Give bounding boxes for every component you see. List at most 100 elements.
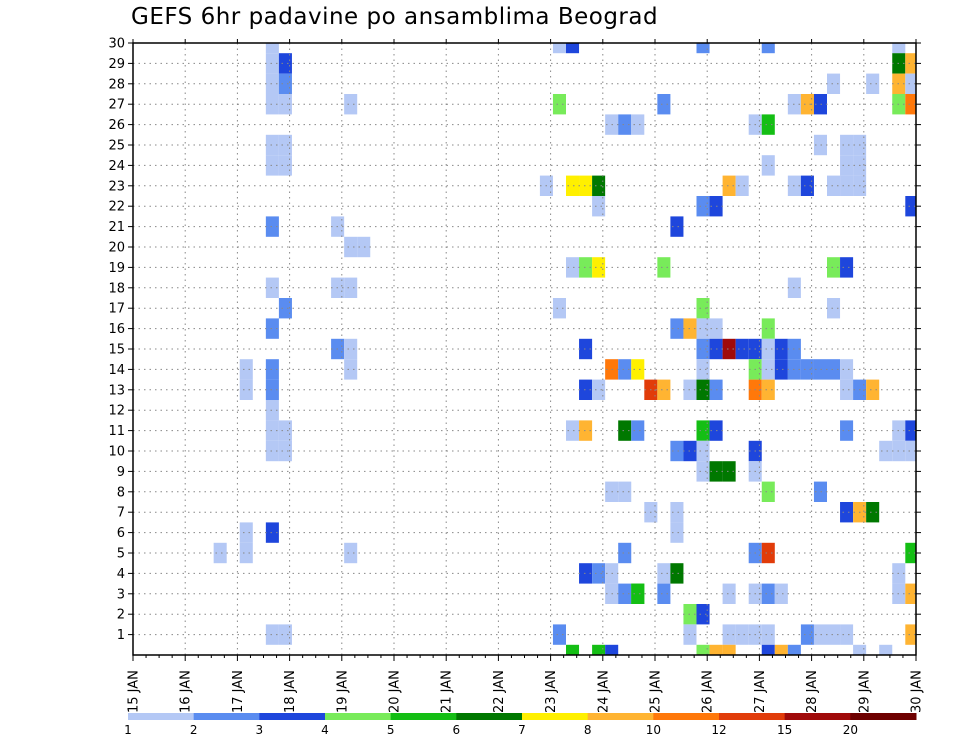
heatmap-cell (670, 318, 684, 339)
heatmap-cell (840, 134, 854, 156)
colorbar-swatch (193, 713, 260, 720)
heatmap-cell (826, 257, 841, 278)
heatmap-cell (813, 359, 827, 380)
y-tick-label: 8 (117, 485, 125, 500)
y-tick-label: 23 (108, 179, 125, 194)
heatmap-cell (265, 420, 279, 441)
y-tick-label: 13 (108, 383, 125, 398)
heatmap-cell (618, 359, 632, 380)
colorbar-swatch (653, 713, 720, 720)
heatmap-cell (905, 542, 916, 564)
colorbar-label: 15 (777, 723, 792, 737)
heatmap-cell (278, 420, 292, 441)
heatmap-cell (631, 114, 645, 135)
heatmap-cell (657, 94, 671, 115)
heatmap-cell (696, 461, 710, 482)
colorbar-swatch (456, 713, 523, 720)
y-tick-label: 19 (108, 261, 125, 276)
heatmap-cell (592, 196, 606, 217)
y-tick-label: 30 (108, 37, 125, 52)
heatmap-cell (761, 583, 775, 604)
heatmap-cell (761, 155, 775, 176)
x-tick-label: 19 JAN (335, 670, 350, 713)
heatmap-cell (265, 440, 279, 462)
heatmap-cell (278, 94, 292, 115)
y-tick-label: 15 (108, 343, 125, 358)
colorbar-label: 4 (321, 723, 329, 737)
heatmap-cell (735, 175, 749, 196)
heatmap-cell (761, 43, 775, 54)
heatmap-cell (579, 563, 593, 584)
heatmap-cell (761, 318, 775, 339)
x-tick-label: 22 JAN (492, 670, 507, 713)
heatmap-cell (696, 420, 710, 441)
heatmap-cell (552, 298, 566, 319)
heatmap-cell (696, 359, 710, 380)
y-tick-label: 3 (117, 587, 125, 602)
y-tick-label: 11 (108, 424, 125, 439)
heatmap-cell (696, 644, 710, 655)
colorbar-label: 3 (256, 723, 264, 737)
heatmap-cell (866, 73, 880, 94)
heatmap-cell (840, 502, 854, 523)
heatmap-cell (278, 134, 292, 156)
heatmap-cell (657, 379, 671, 400)
heatmap-cell (265, 277, 279, 298)
heatmap-cell (278, 53, 292, 74)
y-tick-label: 7 (117, 506, 125, 521)
heatmap-cell (866, 502, 880, 523)
heatmap-cell (787, 644, 801, 655)
colorbar-label: 6 (453, 723, 461, 737)
heatmap-cell (278, 624, 292, 645)
y-tick-label: 9 (117, 465, 125, 480)
y-tick-label: 28 (108, 77, 125, 92)
heatmap-cell (774, 338, 788, 360)
heatmap-cell (826, 73, 841, 94)
heatmap-cell (278, 73, 292, 94)
heatmap-cell (840, 420, 854, 441)
heatmap-cell (657, 583, 671, 604)
heatmap-cell (774, 644, 788, 655)
heatmap-cell (696, 43, 710, 54)
colorbar-swatch (259, 713, 326, 720)
x-tick-label: 16 JAN (179, 670, 194, 713)
y-tick-label: 18 (108, 281, 125, 296)
x-tick-label: 25 JAN (649, 670, 664, 713)
x-tick-label: 21 JAN (440, 670, 455, 713)
colorbar-label: 20 (843, 723, 858, 737)
heatmap-cell (774, 359, 788, 380)
heatmap-cell (265, 216, 279, 237)
heatmap-cell (239, 522, 253, 543)
heatmap-cell (618, 114, 632, 135)
heatmap-cell (813, 94, 827, 115)
heatmap-cell (552, 43, 566, 54)
y-tick-label: 2 (117, 608, 125, 623)
colorbar-swatch (587, 713, 654, 720)
heatmap-cell (579, 338, 593, 360)
heatmap-cell (722, 583, 736, 604)
heatmap-cell (239, 359, 253, 380)
heatmap-cell (631, 359, 645, 380)
heatmap-cell (866, 379, 880, 400)
heatmap-cell (670, 502, 684, 523)
heatmap-cell (657, 257, 671, 278)
heatmap-cell (565, 257, 580, 278)
colorbar-swatch (128, 713, 195, 720)
heatmap-cell (552, 94, 566, 115)
heatmap-cell (761, 481, 775, 502)
heatmap-cell (722, 644, 736, 655)
heatmap-cell (670, 522, 684, 543)
heatmap-cell (592, 175, 606, 196)
heatmap-cell (265, 94, 279, 115)
heatmap-cell (592, 563, 606, 584)
y-tick-label: 26 (108, 118, 125, 133)
heatmap-cell (605, 644, 619, 655)
heatmap-cell (265, 155, 279, 176)
heatmap-cell (905, 73, 916, 94)
heatmap-cell (735, 338, 749, 360)
colorbar-label: 10 (646, 723, 661, 737)
heatmap-cell (696, 318, 710, 339)
grid-lines (133, 42, 916, 655)
y-tick-label: 10 (108, 445, 125, 460)
